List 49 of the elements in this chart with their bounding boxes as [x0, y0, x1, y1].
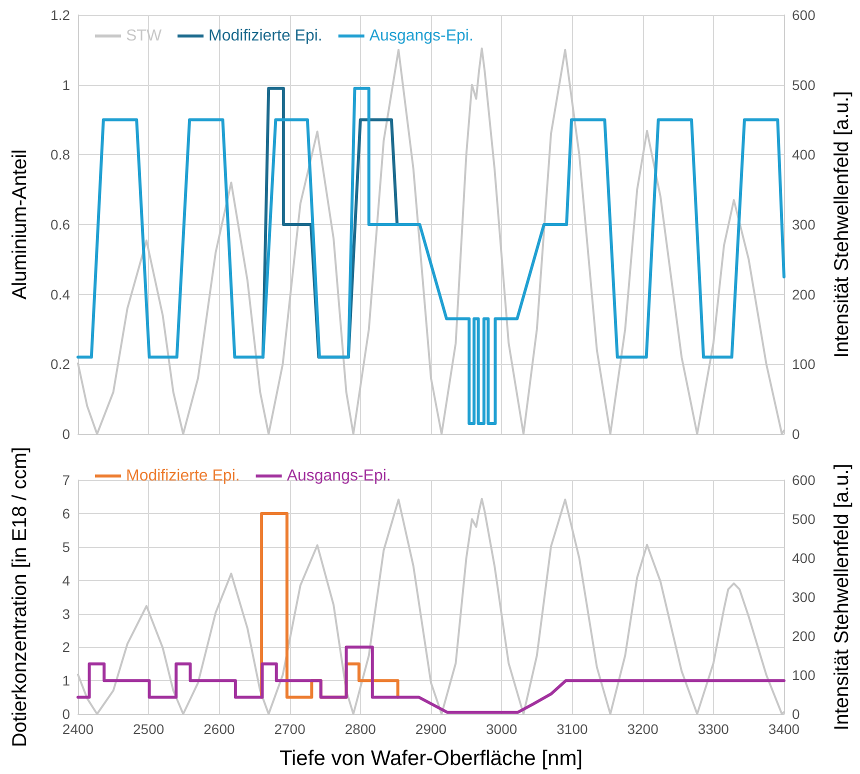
y2-tick-label: 0: [792, 426, 800, 442]
x-tick-label: 2500: [133, 721, 164, 737]
x-tick-label: 2600: [204, 721, 235, 737]
y-tick-label: 5: [62, 538, 70, 555]
y-tick-label: 0.4: [50, 286, 70, 302]
y2-tick-label: 400: [792, 550, 816, 566]
x-tick-label: 2400: [62, 721, 94, 737]
y-tick-label: 1: [62, 672, 70, 689]
y-axis-title: Dotierkonzentration [in E18 / ccm]: [9, 447, 31, 748]
y-axis-title: Aluminium-Anteil: [9, 149, 31, 300]
y2-axis-title: Intensität Stehwellenfeld [a.u.]: [831, 91, 853, 358]
y-tick-label: 0: [62, 706, 70, 722]
y2-tick-label: 600: [792, 472, 816, 488]
y2-tick-label: 400: [792, 146, 816, 163]
y-tick-label: 0.8: [50, 146, 70, 163]
x-tick-label: 2800: [344, 721, 376, 737]
y-tick-label: 4: [62, 572, 70, 588]
y-tick-label: 0: [62, 426, 70, 442]
x-tick-label: 3000: [486, 721, 518, 737]
y2-axis-title: Intensität Stehwellenfeld [a.u.]: [831, 464, 853, 730]
legend-label: Ausgangs-Epi.: [369, 28, 474, 44]
x-axis-title: Tiefe von Wafer-Oberfläche [nm]: [279, 747, 583, 770]
y2-tick-label: 300: [792, 216, 816, 232]
y2-tick-label: 500: [792, 511, 816, 528]
y2-tick-label: 300: [792, 589, 816, 606]
y-tick-label: 6: [62, 506, 70, 522]
y2-tick-label: 100: [792, 356, 816, 372]
x-tick-label: 3100: [556, 721, 588, 737]
x-tick-label: 3400: [768, 721, 800, 737]
y2-tick-label: 200: [792, 628, 816, 644]
y2-tick-label: 600: [792, 7, 816, 23]
y-tick-label: 1.2: [50, 7, 70, 23]
x-tick-label: 3200: [627, 721, 659, 737]
x-tick-label: 3300: [698, 721, 730, 737]
y-tick-label: 1: [62, 76, 70, 93]
y2-tick-label: 100: [792, 667, 816, 684]
y-tick-label: 0.2: [50, 356, 70, 372]
y2-tick-label: 0: [792, 706, 800, 722]
y-tick-label: 7: [62, 472, 70, 488]
x-tick-label: 2900: [415, 721, 447, 737]
y-tick-label: 2: [62, 639, 70, 656]
legend-label: Ausgangs-Epi.: [286, 468, 391, 484]
y-tick-label: 0.6: [50, 216, 70, 232]
legend-label: Modifizierte Epi.: [208, 28, 322, 44]
x-tick-label: 2700: [274, 721, 306, 737]
y2-tick-label: 200: [792, 286, 816, 302]
y-tick-label: 3: [62, 606, 70, 622]
y2-tick-label: 500: [792, 76, 816, 93]
legend-label: Modifizierte Epi.: [126, 468, 240, 484]
